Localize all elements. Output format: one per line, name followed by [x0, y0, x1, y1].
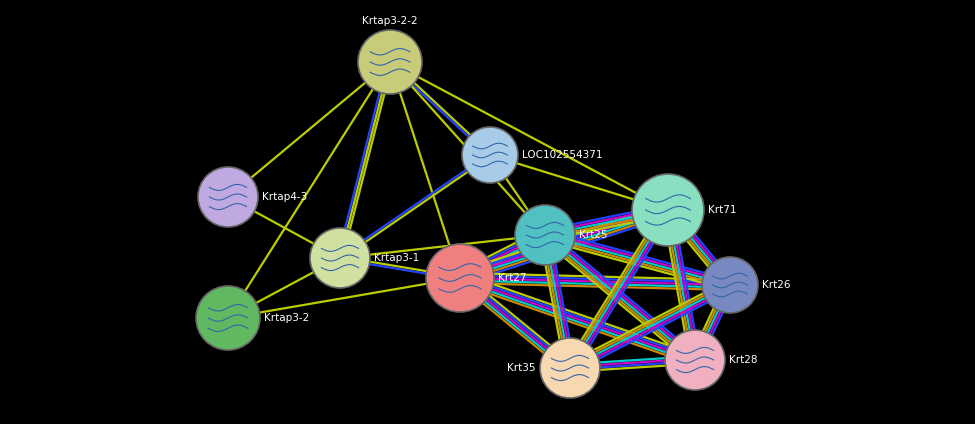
Ellipse shape [358, 30, 422, 94]
Ellipse shape [310, 228, 370, 288]
Ellipse shape [632, 174, 704, 246]
Ellipse shape [540, 338, 600, 398]
Text: Krtap3-2-2: Krtap3-2-2 [362, 16, 418, 26]
Ellipse shape [462, 127, 518, 183]
Text: Krt28: Krt28 [729, 355, 758, 365]
Ellipse shape [196, 286, 260, 350]
Text: Krt27: Krt27 [498, 273, 526, 283]
Text: Krt71: Krt71 [708, 205, 736, 215]
Text: LOC102554371: LOC102554371 [522, 150, 603, 160]
Text: Krtap4-3: Krtap4-3 [262, 192, 307, 202]
Text: Krt26: Krt26 [762, 280, 791, 290]
Ellipse shape [515, 205, 575, 265]
Ellipse shape [426, 244, 494, 312]
Ellipse shape [665, 330, 725, 390]
Text: Krt35: Krt35 [508, 363, 536, 373]
Text: Krtap3-2: Krtap3-2 [264, 313, 309, 323]
Ellipse shape [702, 257, 758, 313]
Text: Krtap3-1: Krtap3-1 [374, 253, 419, 263]
Ellipse shape [198, 167, 258, 227]
Text: Krt25: Krt25 [579, 230, 607, 240]
